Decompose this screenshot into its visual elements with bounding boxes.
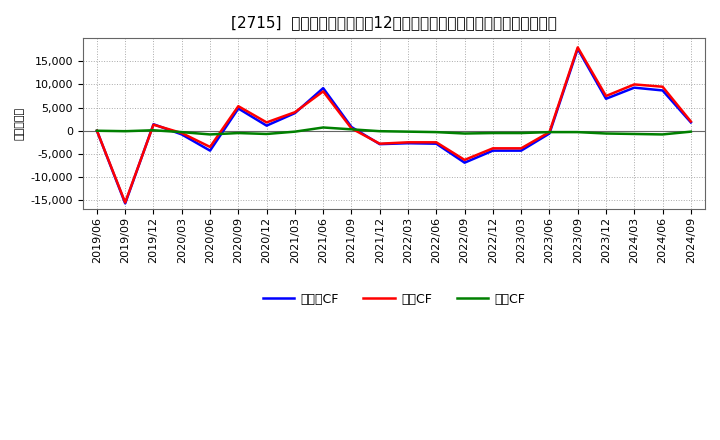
営業CF xyxy=(121,200,130,205)
フリーCF xyxy=(319,85,328,91)
フリーCF xyxy=(93,128,102,133)
フリーCF xyxy=(375,142,384,147)
投資CF xyxy=(93,128,102,133)
投資CF xyxy=(687,129,696,134)
フリーCF xyxy=(347,125,356,130)
営業CF xyxy=(460,157,469,162)
Legend: フリーCF, 営業CF, 投資CF: フリーCF, 営業CF, 投資CF xyxy=(258,288,530,311)
営業CF xyxy=(375,141,384,147)
投資CF xyxy=(545,129,554,135)
営業CF xyxy=(234,103,243,109)
営業CF xyxy=(687,119,696,124)
営業CF xyxy=(489,146,498,151)
投資CF xyxy=(573,129,582,135)
投資CF xyxy=(206,132,215,137)
投資CF xyxy=(177,129,186,135)
営業CF xyxy=(432,139,441,145)
投資CF xyxy=(149,128,158,133)
フリーCF xyxy=(262,123,271,128)
投資CF xyxy=(658,132,667,137)
営業CF xyxy=(206,144,215,150)
フリーCF xyxy=(630,85,639,90)
Y-axis label: （百万円）: （百万円） xyxy=(15,107,25,140)
フリーCF xyxy=(234,106,243,111)
投資CF xyxy=(630,131,639,136)
フリーCF xyxy=(573,46,582,51)
営業CF xyxy=(177,130,186,136)
営業CF xyxy=(149,122,158,127)
フリーCF xyxy=(658,88,667,93)
投資CF xyxy=(121,128,130,134)
Line: フリーCF: フリーCF xyxy=(97,49,691,203)
投資CF xyxy=(517,130,526,136)
営業CF xyxy=(347,126,356,131)
営業CF xyxy=(291,110,300,115)
フリーCF xyxy=(545,131,554,136)
フリーCF xyxy=(121,201,130,206)
フリーCF xyxy=(602,96,611,101)
フリーCF xyxy=(489,148,498,153)
フリーCF xyxy=(687,120,696,125)
投資CF xyxy=(234,130,243,136)
フリーCF xyxy=(291,110,300,116)
営業CF xyxy=(602,93,611,99)
投資CF xyxy=(291,129,300,134)
営業CF xyxy=(573,45,582,50)
営業CF xyxy=(545,129,554,135)
投資CF xyxy=(602,131,611,136)
投資CF xyxy=(432,129,441,135)
フリーCF xyxy=(404,141,413,146)
営業CF xyxy=(517,146,526,151)
フリーCF xyxy=(149,121,158,127)
投資CF xyxy=(404,129,413,134)
営業CF xyxy=(93,128,102,133)
営業CF xyxy=(262,120,271,125)
投資CF xyxy=(262,131,271,136)
Line: 投資CF: 投資CF xyxy=(97,128,691,135)
フリーCF xyxy=(460,160,469,165)
フリーCF xyxy=(432,141,441,147)
フリーCF xyxy=(517,148,526,153)
投資CF xyxy=(347,127,356,132)
営業CF xyxy=(404,139,413,145)
フリーCF xyxy=(206,148,215,153)
投資CF xyxy=(375,128,384,134)
投資CF xyxy=(319,125,328,130)
営業CF xyxy=(319,89,328,94)
フリーCF xyxy=(177,132,186,137)
Title: [2715]  キャッシュフローの12か月移動合計の対前年同期増減額の推移: [2715] キャッシュフローの12か月移動合計の対前年同期増減額の推移 xyxy=(231,15,557,30)
Line: 営業CF: 営業CF xyxy=(97,48,691,202)
営業CF xyxy=(630,82,639,87)
営業CF xyxy=(658,84,667,89)
投資CF xyxy=(489,130,498,136)
投資CF xyxy=(460,131,469,136)
